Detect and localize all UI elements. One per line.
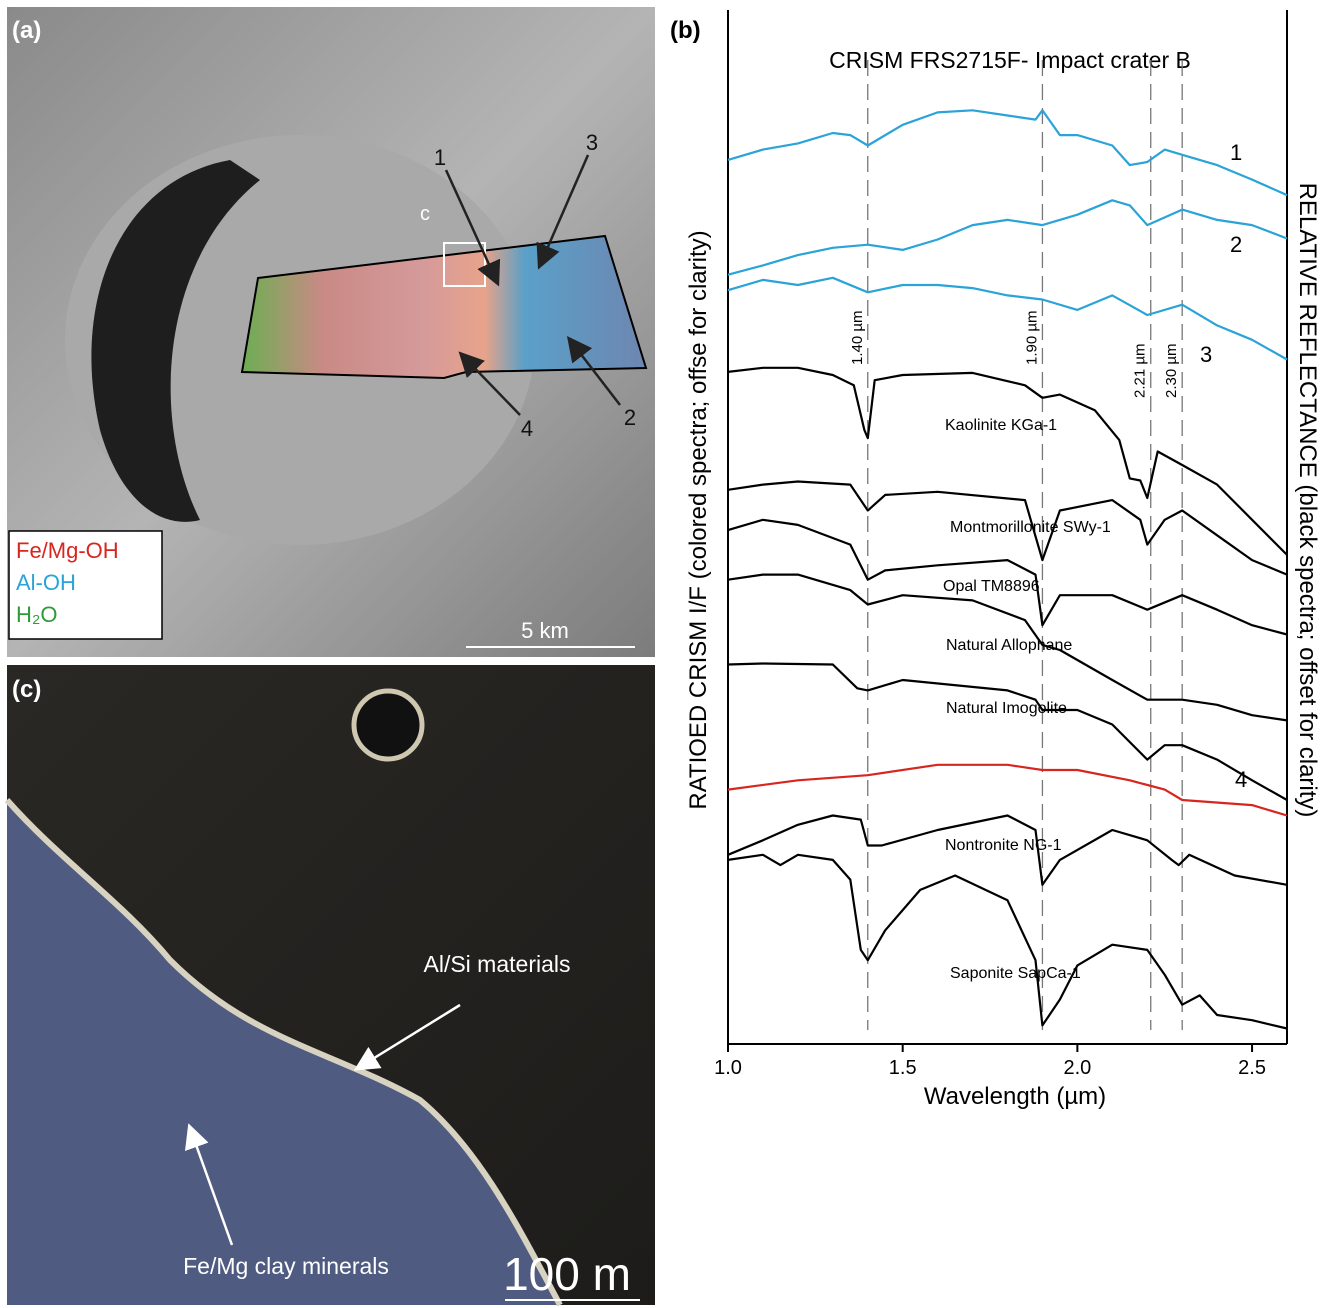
reference-label: 2.30 µm <box>1163 344 1180 399</box>
chart-title: CRISM FRS2715F- Impact crater B <box>829 47 1191 73</box>
series-label: Saponite SapCa-1 <box>950 965 1081 982</box>
x-tick-label: 2.0 <box>1063 1057 1091 1079</box>
y-axis-label: RATIOED CRISM I/F (colored spectra; offs… <box>685 230 712 809</box>
reference-label: 2.21 µm <box>1132 344 1149 399</box>
arrow-label: 4 <box>521 416 533 441</box>
annotation: Fe/Mg clay minerals <box>183 1253 389 1279</box>
series-label: Kaolinite KGa-1 <box>945 417 1057 434</box>
y2-axis-label: RELATIVE REFLECTANCE (black spectra; off… <box>1294 183 1321 818</box>
arrow-label: 3 <box>586 130 598 155</box>
site-label: c <box>420 203 430 225</box>
legend-entry: Al-OH <box>16 570 76 595</box>
series-label: 4 <box>1235 767 1247 792</box>
crater <box>354 691 422 759</box>
series-label: Montmorillonite SWy-1 <box>950 519 1111 536</box>
spectrum <box>728 200 1287 274</box>
page: { "panel_a": {"label": "(a)", "site_labe… <box>0 0 1328 1308</box>
annotation: Al/Si materials <box>424 951 571 977</box>
series-label: 2 <box>1230 232 1242 257</box>
x-tick-label: 2.5 <box>1238 1057 1266 1079</box>
panel-label: (c) <box>12 676 41 703</box>
legend-entry: H₂O <box>16 602 58 627</box>
series-label: 3 <box>1200 342 1212 367</box>
scale-label: 100 m <box>503 1248 631 1300</box>
spectrum <box>728 110 1287 195</box>
panel-a: (a) c 1 2 3 4 Fe/Mg-OH Al-OH H₂O 5 km <box>7 7 655 657</box>
x-tick-label: 1.5 <box>889 1057 917 1079</box>
series-label: Opal TM8896 <box>943 578 1040 595</box>
x-axis-label: Wavelength (µm) <box>924 1083 1106 1110</box>
spectrum <box>728 765 1287 816</box>
series-label: Nontronite NG-1 <box>945 837 1062 854</box>
arrow-label: 2 <box>624 405 636 430</box>
spectrum <box>728 855 1287 1029</box>
panel-c: (c) Al/Si materials Fe/Mg clay minerals … <box>7 665 655 1305</box>
series-label: Natural Imogolite <box>946 700 1067 717</box>
panel-label: (a) <box>12 17 41 44</box>
reference-label: 1.90 µm <box>1023 311 1040 366</box>
reference-label: 1.40 µm <box>849 311 866 366</box>
legend-entry: Fe/Mg-OH <box>16 538 119 563</box>
series-label: Natural Allophane <box>946 637 1072 654</box>
scale-label: 5 km <box>521 618 569 643</box>
figure: (a) c 1 2 3 4 Fe/Mg-OH Al-OH H₂O 5 km (c… <box>0 0 1328 1308</box>
x-tick-label: 1.0 <box>714 1057 742 1079</box>
panel-label: (b) <box>670 17 701 44</box>
series-label: 1 <box>1230 140 1242 165</box>
panel-b: (b) CRISM FRS2715F- Impact crater B Wave… <box>670 10 1321 1110</box>
arrow-label: 1 <box>434 145 446 170</box>
